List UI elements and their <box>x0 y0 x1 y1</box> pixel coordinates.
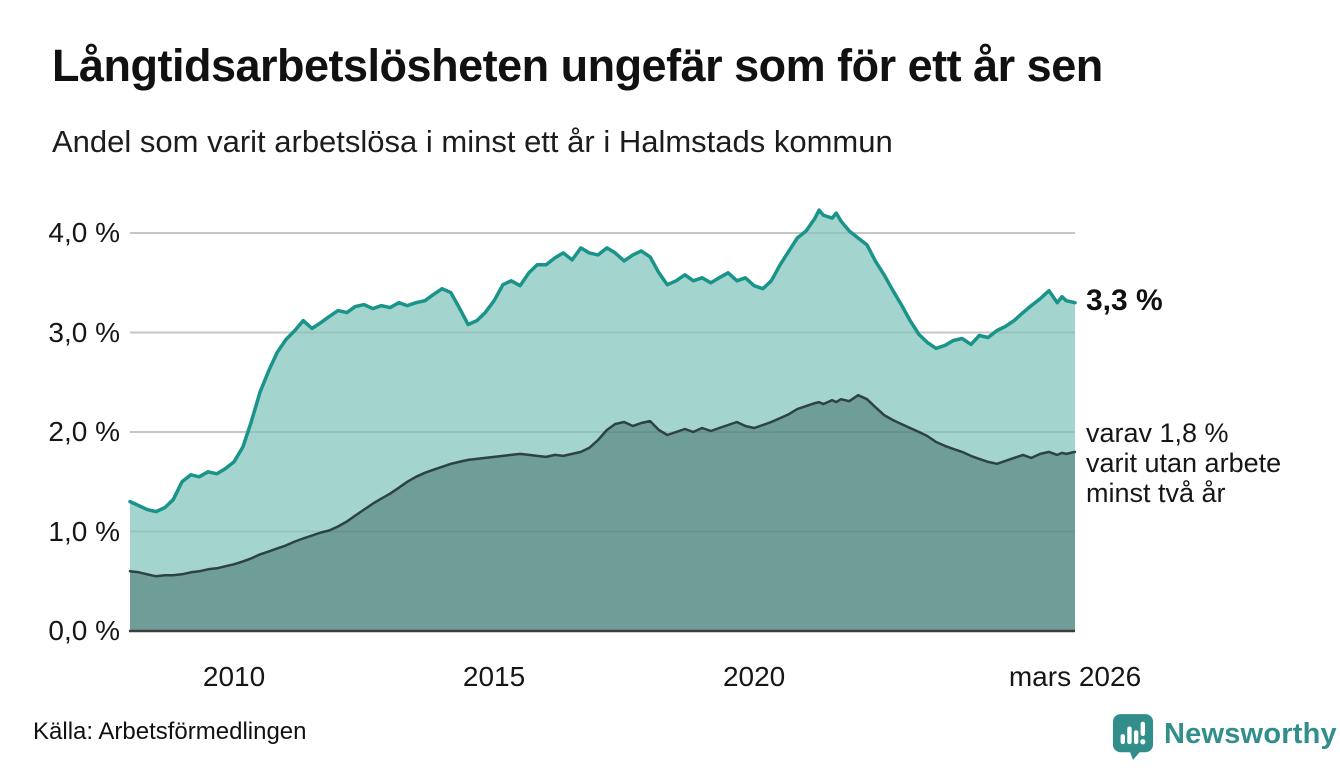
y-axis-tick-label: 3,0 % <box>48 316 120 348</box>
newsworthy-logo-text: Newsworthy <box>1164 718 1337 750</box>
newsworthy-logo: Newsworthy <box>1112 713 1337 760</box>
series-line-total <box>128 208 1077 514</box>
y-axis-tick-label: 0,0 % <box>48 615 120 646</box>
sub-series-annotation: varav 1,8 % varit utan arbete minst två … <box>1086 418 1281 508</box>
series-area-two-years <box>130 395 1075 631</box>
sub-series-annotation-line: varit utan arbete <box>1086 448 1282 478</box>
x-axis-tick-label: 2015 <box>462 661 526 692</box>
sub-series-annotation-line: varav 1,8 % <box>1086 418 1229 448</box>
y-axis-tick-label: 2,0 % <box>48 416 120 447</box>
source-caption: Källa: Arbetsförmedlingen <box>33 718 307 745</box>
sub-series-annotation-line: minst två år <box>1086 478 1226 508</box>
y-axis-tick-label: 4,0 % <box>48 217 120 248</box>
x-axis-tick-label: 2010 <box>202 661 266 692</box>
x-axis-tick-label: 2020 <box>722 661 786 692</box>
page-title: Långtidsarbetslösheten ungefär som för e… <box>52 40 1103 91</box>
y-axis-tick-label: 1,0 % <box>48 515 120 547</box>
latest-value-label: 3,3 % <box>1086 284 1163 317</box>
page-subtitle: Andel som varit arbetslösa i minst ett å… <box>52 124 893 159</box>
newsworthy-logo-icon <box>1112 714 1154 760</box>
x-axis-tick-label: mars 2026 <box>1008 661 1142 692</box>
series-line-two-years <box>128 393 1077 578</box>
